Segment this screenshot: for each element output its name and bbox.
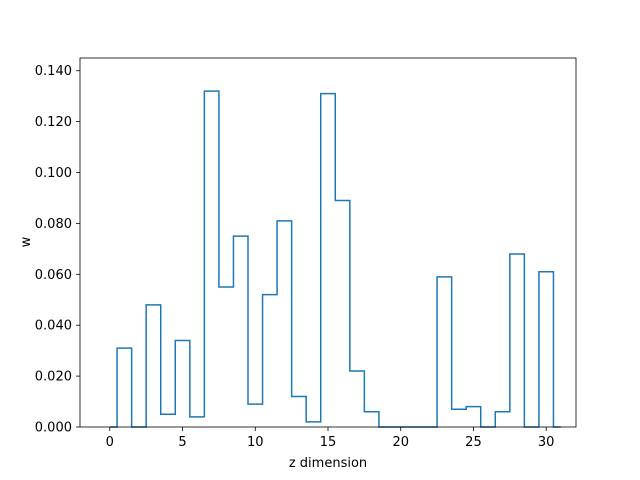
y-tick-label: 0.120 [35,115,72,130]
x-axis-ticks: 0 5 10 15 20 25 30 [106,427,555,450]
x-axis-label: z dimension [289,456,367,471]
y-tick-label: 0.060 [35,268,72,283]
y-tick-label: 0.040 [35,319,72,334]
x-tick-label: 25 [465,435,482,450]
x-tick-label: 10 [247,435,264,450]
y-axis-label: w [19,236,34,247]
y-tick-label: 0.100 [35,166,72,181]
y-axis-ticks: 0.000 0.020 0.040 0.060 0.080 0.100 0.120 0.140 [35,64,80,436]
x-tick-label: 20 [392,435,409,450]
x-tick-label: 0 [106,435,114,450]
plot-area [80,58,576,427]
plot-frame [79,57,577,428]
x-tick-label: 15 [320,435,337,450]
y-tick-label: 0.080 [35,217,72,232]
x-tick-label: 30 [538,435,555,450]
x-tick-label: 5 [178,435,186,450]
y-tick-label: 0.140 [35,64,72,79]
y-tick-label: 0.020 [35,370,72,385]
y-tick-label: 0.000 [35,421,72,436]
